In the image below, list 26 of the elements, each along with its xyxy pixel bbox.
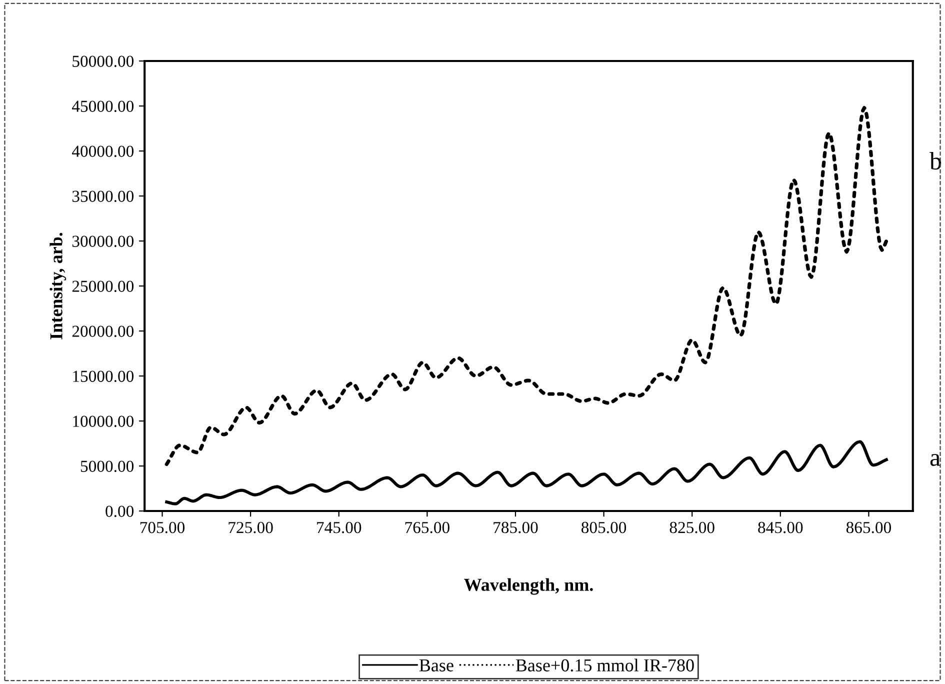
y-tick-label: 15000.00: [73, 370, 134, 382]
text: b: [930, 152, 942, 170]
y-tick-label: 20000.00: [72, 326, 134, 338]
x-tick-label: 825.00: [670, 522, 714, 534]
y-tick-label: 25000.00: [72, 280, 134, 292]
y-tick-label: 0.00: [106, 506, 134, 518]
x-tick-label: 785.00: [494, 522, 538, 534]
x-tick-label: 705.00: [140, 522, 185, 534]
y-tick-label: 45000.00: [72, 100, 134, 112]
x-tick-label: 845.00: [758, 522, 803, 534]
x-tick-label: 865.00: [846, 522, 891, 534]
y-tick-label: 30000.00: [72, 236, 134, 248]
text: a: [930, 454, 940, 466]
y-tick-label: 40000.00: [72, 146, 134, 158]
x-tick-label: 725.00: [228, 522, 273, 534]
x-tick-label: 765.00: [405, 522, 450, 534]
x-tick-label: 745.00: [317, 522, 362, 534]
x-axis-title: Wavelength, nm.: [464, 578, 593, 595]
y-tick-label: 35000.00: [72, 190, 134, 202]
y-axis-title: Intensity, arb.: [50, 232, 66, 340]
legend-label: Base: [419, 659, 454, 672]
legend-label: Base+0.15 mmol IR-780: [516, 658, 694, 672]
y-tick-label: 5000.00: [80, 460, 134, 472]
y-tick-label: 10000.00: [73, 416, 134, 428]
y-tick-label: 50000.00: [72, 56, 134, 68]
x-tick-label: 805.00: [582, 522, 626, 534]
